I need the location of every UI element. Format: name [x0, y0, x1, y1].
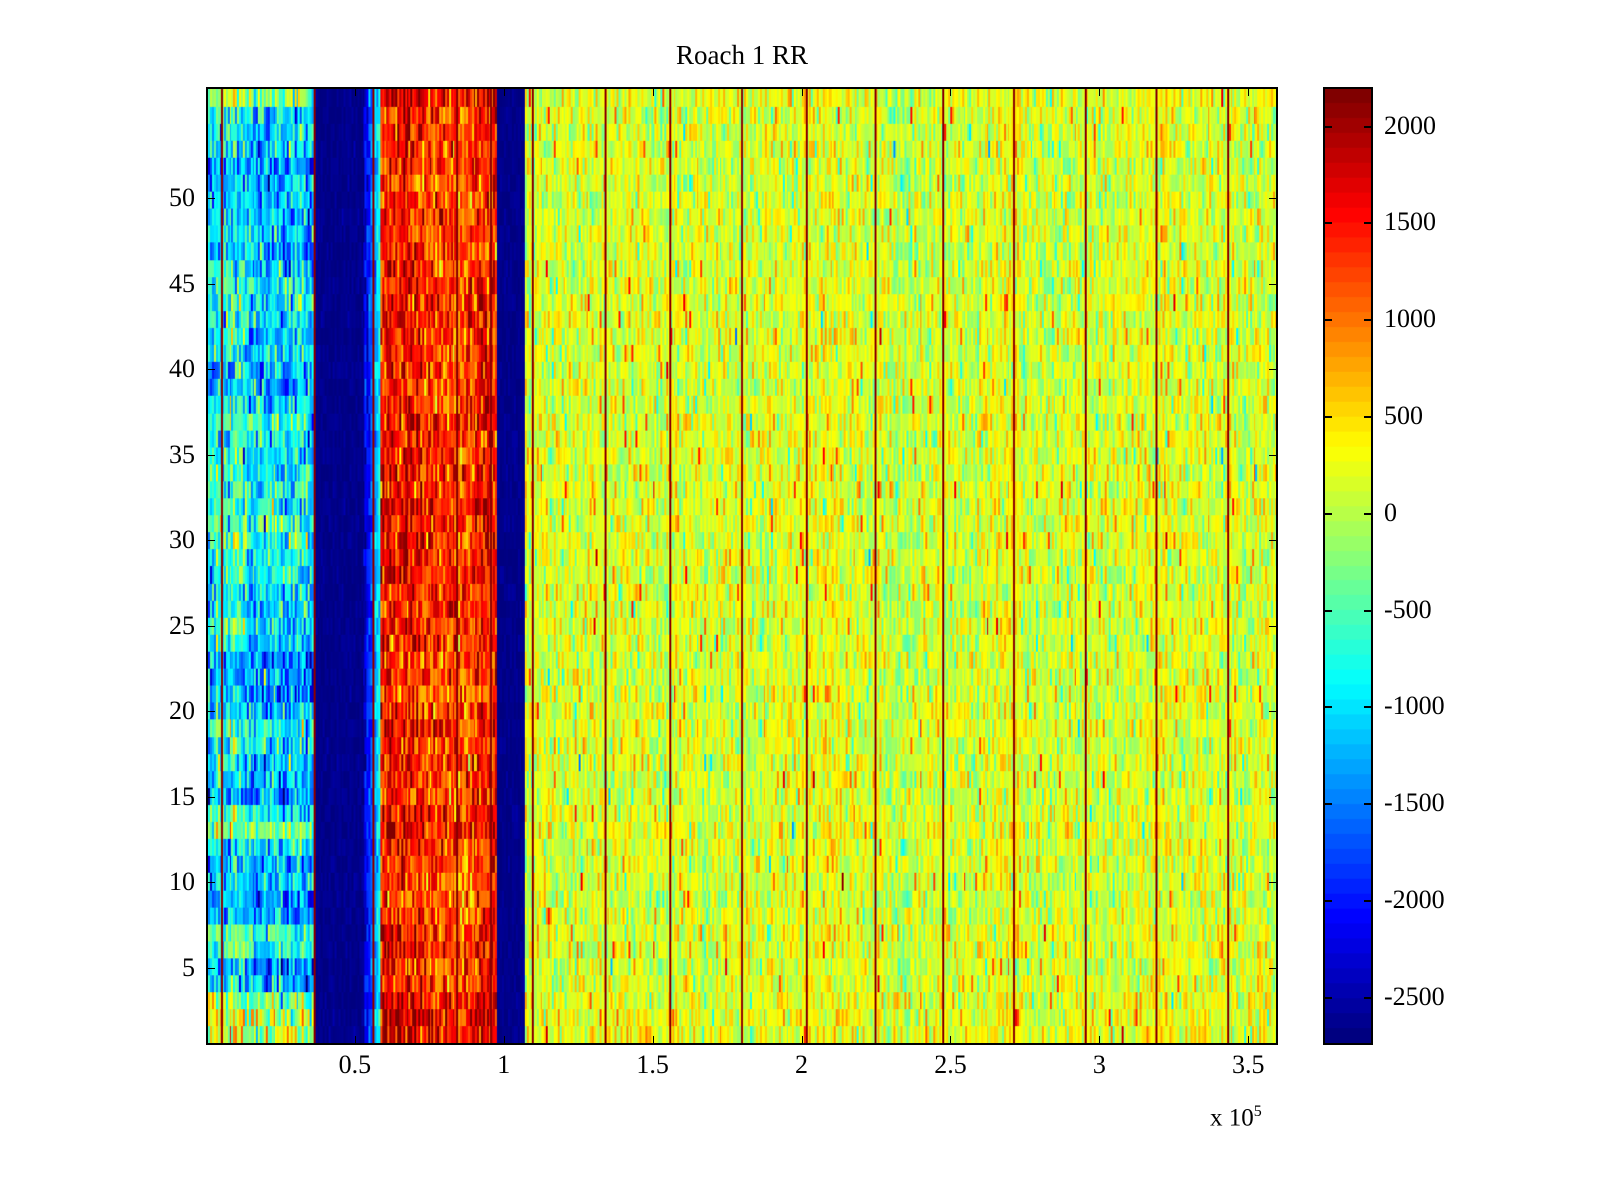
colorbar-tick-right — [1364, 803, 1373, 806]
colorbar-tick — [1323, 416, 1332, 418]
colorbar-tick-right — [1364, 319, 1373, 322]
x-axis-tick — [652, 1036, 654, 1045]
x-axis-tick-label: 0.5 — [338, 1050, 372, 1079]
colorbar-tick-right — [1364, 222, 1373, 225]
y-axis-tick-label: 10 — [169, 867, 195, 897]
colorbar[interactable] — [1323, 87, 1373, 1045]
y-axis-tick — [206, 369, 215, 371]
x-axis-tick-label: 1.5 — [636, 1050, 669, 1079]
colorbar-tick — [1323, 803, 1332, 806]
y-axis-tick — [206, 625, 215, 627]
colorbar-tick-label: -1000 — [1384, 691, 1445, 721]
y-axis-tick-label: 25 — [169, 610, 195, 640]
y-axis-tick — [206, 540, 215, 542]
x-axis-tick — [354, 1036, 356, 1045]
colorbar-tick-right — [1364, 706, 1373, 709]
y-axis-tick-label: 30 — [169, 525, 195, 555]
x-axis-tick — [801, 1036, 803, 1045]
x-axis-tick — [1248, 1036, 1250, 1045]
x-axis-tick-top — [1099, 87, 1101, 96]
colorbar-tick-label: 500 — [1384, 401, 1423, 430]
x-axis-tick — [950, 1036, 952, 1045]
y-axis-tick — [206, 882, 215, 884]
y-axis-tick-right — [1269, 968, 1278, 970]
page-title: Roach 1 RR — [676, 40, 808, 70]
x-axis-tick-label: 3 — [1092, 1050, 1106, 1079]
x-axis-tick-top — [503, 87, 505, 96]
colorbar-tick — [1323, 899, 1332, 902]
y-axis-tick — [206, 283, 215, 285]
colorbar-tick-label: -1500 — [1384, 788, 1445, 818]
colorbar-tick — [1323, 319, 1332, 322]
y-axis-tick — [206, 711, 215, 713]
y-axis-tick-right — [1269, 454, 1278, 456]
colorbar-tick-right — [1364, 609, 1373, 612]
x-axis-tick — [503, 1036, 505, 1045]
y-axis-tick-right — [1269, 882, 1278, 884]
colorbar-tick-right — [1364, 996, 1373, 999]
colorbar-tick — [1323, 222, 1332, 225]
y-axis-tick — [206, 796, 215, 798]
colorbar-tick — [1323, 996, 1332, 999]
colorbar-tick — [1323, 706, 1332, 709]
y-axis-tick-right — [1269, 796, 1278, 798]
y-axis-tick-right — [1269, 283, 1278, 285]
x-axis-tick-top — [950, 87, 952, 96]
colorbar-tick-label: 0 — [1384, 497, 1397, 527]
colorbar-tick-right — [1364, 125, 1373, 128]
y-axis-tick — [206, 968, 215, 970]
colorbar-tick-label: -2500 — [1384, 981, 1445, 1011]
colorbar-tick-label: 1500 — [1384, 207, 1436, 237]
y-axis-tick-right — [1269, 540, 1278, 542]
y-axis-tick-label: 40 — [169, 354, 195, 384]
colorbar-tick-right — [1364, 512, 1373, 515]
x-exponent-mantissa: x 10 — [1210, 1104, 1254, 1132]
y-axis-tick-label: 45 — [169, 268, 195, 298]
x-axis-tick-top — [1248, 87, 1250, 96]
y-axis-tick-label: 35 — [169, 439, 195, 469]
y-axis-tick — [206, 454, 215, 456]
y-axis-tick-label: 20 — [169, 696, 195, 726]
x-axis-tick — [1099, 1036, 1101, 1045]
colorbar-tick-label: -2000 — [1384, 884, 1445, 914]
colorbar-tick — [1323, 125, 1332, 128]
x-axis-tick-top — [801, 87, 803, 96]
colorbar-tick-label: 2000 — [1384, 110, 1436, 140]
colorbar-tick-right — [1364, 899, 1373, 902]
y-axis-tick-right — [1269, 369, 1278, 371]
x-axis-tick-top — [354, 87, 356, 96]
heatmap-axes[interactable] — [206, 87, 1278, 1045]
x-axis-tick-label: 2 — [795, 1050, 809, 1079]
y-axis-tick-right — [1269, 711, 1278, 713]
x-exponent-power: 5 — [1253, 1103, 1262, 1120]
y-axis-tick-label: 50 — [169, 183, 195, 213]
colorbar-tick-label: -500 — [1384, 594, 1432, 624]
y-axis-tick-right — [1269, 625, 1278, 627]
x-axis-tick-label: 2.5 — [934, 1050, 967, 1079]
colorbar-tick-label: 1000 — [1384, 304, 1436, 334]
x-axis-tick-top — [652, 87, 654, 96]
y-axis-tick-label: 15 — [169, 781, 195, 811]
x-axis-tick-label: 1 — [497, 1050, 511, 1079]
x-axis-exponent-label: x 105 — [1210, 1103, 1262, 1132]
colorbar-tick — [1323, 512, 1332, 515]
colorbar-gradient — [1325, 89, 1371, 1043]
heatmap-image[interactable] — [208, 89, 1276, 1043]
y-axis-tick-right — [1269, 198, 1278, 200]
x-axis-tick-label: 3.5 — [1231, 1050, 1265, 1079]
y-axis-tick-label: 5 — [182, 953, 195, 983]
colorbar-tick — [1323, 609, 1332, 612]
y-axis-tick — [206, 198, 215, 200]
colorbar-tick-right — [1364, 416, 1373, 418]
